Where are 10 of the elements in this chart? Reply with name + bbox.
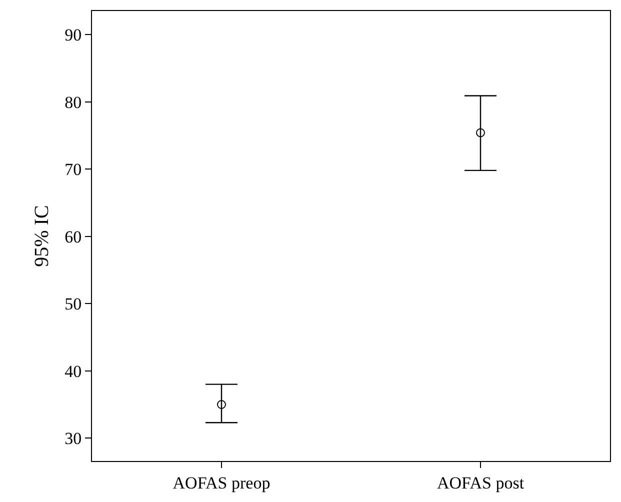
y-tick-label: 70 <box>64 160 82 180</box>
x-tick-label: AOFAS post <box>436 473 524 492</box>
y-tick-label: 60 <box>64 227 82 246</box>
y-tick-label: 50 <box>64 294 82 314</box>
y-axis-title: 95% IC <box>31 205 54 267</box>
y-tick-label: 30 <box>64 429 82 448</box>
x-tick-label: AOFAS preop <box>172 473 270 492</box>
y-tick-label: 40 <box>64 362 82 381</box>
y-tick-label: 90 <box>64 25 82 44</box>
y-tick-label: 80 <box>64 92 82 112</box>
